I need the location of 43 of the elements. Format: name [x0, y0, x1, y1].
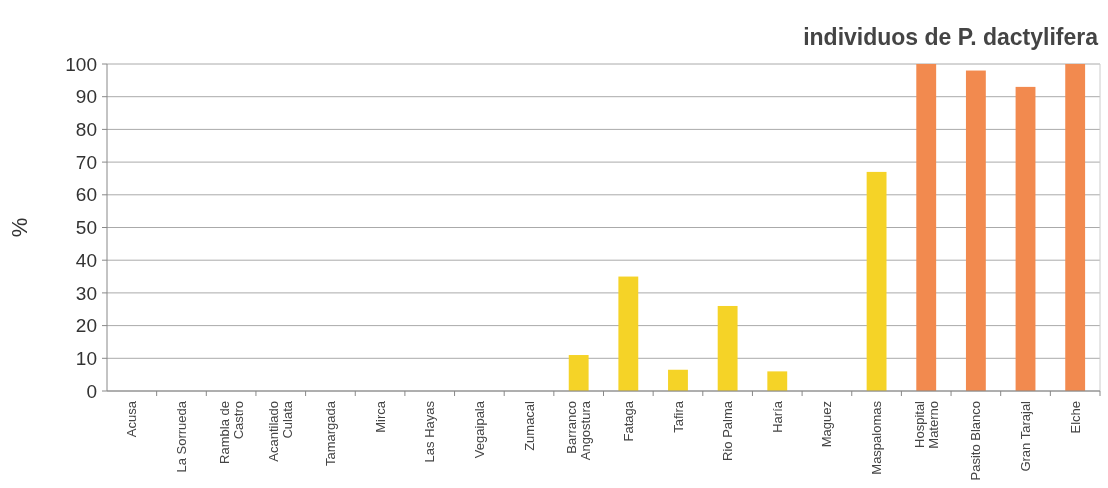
x-tick-label: Las Hayas [422, 400, 438, 463]
bar [916, 64, 937, 391]
y-axis-title: % [7, 217, 32, 238]
y-tick-label: 30 [75, 282, 97, 304]
x-tick-label: Gran Tarajal [1018, 400, 1034, 472]
x-tick-label: Tafira [670, 400, 686, 433]
x-tick-label: Pasito Blanco [968, 401, 984, 481]
x-tick-label: Rio Palma [720, 400, 736, 461]
x-tick-label: Elche [1067, 401, 1083, 434]
bar [618, 276, 639, 391]
chart-title: individuos de P. dactylifera [803, 24, 1099, 50]
y-tick-label: 40 [75, 249, 97, 271]
x-tick-label: Rambla de Castro [216, 401, 246, 464]
y-tick-label: 80 [75, 119, 97, 141]
bar [668, 369, 688, 391]
x-tick-label: Tamargada [322, 400, 338, 467]
x-tick-label: La Sorrueda [174, 400, 190, 473]
x-tick-label: Fataga [620, 400, 636, 442]
x-tick-label: Barranco Angostura [564, 400, 594, 461]
y-tick-label: 70 [75, 151, 97, 173]
y-tick-label: 50 [75, 217, 97, 239]
y-tick-label: 100 [65, 53, 97, 75]
x-tick-label: Maguez [819, 401, 835, 448]
bar [1065, 64, 1086, 391]
bar [1015, 86, 1036, 391]
bar [965, 70, 986, 391]
bar [717, 305, 738, 391]
x-tick-label: Haría [769, 400, 785, 433]
x-tick-label: Acantilado Culata [266, 400, 296, 462]
x-tick-label: Mirca [372, 400, 388, 433]
y-tick-label: 10 [75, 347, 97, 369]
bar [767, 371, 788, 391]
y-tick-label: 0 [86, 380, 97, 402]
x-tick-label: Zumacal [521, 400, 537, 451]
x-tick-label: Vegaipala [471, 400, 487, 459]
x-tick-label: Maspalomas [869, 400, 885, 475]
x-tick-label: Acusa [124, 400, 140, 438]
y-tick-label: 60 [75, 184, 97, 206]
y-tick-label: 20 [75, 315, 97, 337]
bar [568, 355, 589, 391]
y-tick-label: 90 [75, 86, 97, 108]
bar [866, 171, 887, 391]
x-tick-label: Hospital Materno [911, 400, 941, 449]
